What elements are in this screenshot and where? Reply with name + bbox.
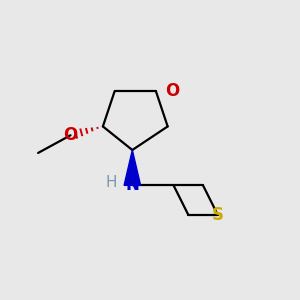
Text: S: S bbox=[212, 206, 224, 224]
Text: O: O bbox=[63, 126, 78, 144]
Polygon shape bbox=[124, 150, 141, 185]
Text: H: H bbox=[106, 175, 118, 190]
Text: O: O bbox=[165, 82, 179, 100]
Text: N: N bbox=[125, 176, 139, 194]
